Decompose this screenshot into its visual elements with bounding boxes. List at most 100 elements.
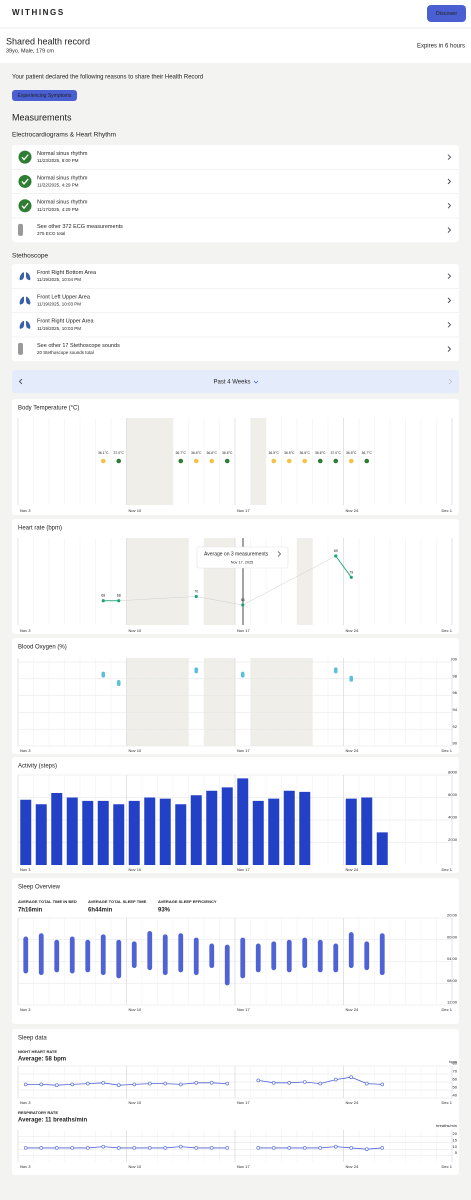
heart-rate-link [335, 555, 352, 578]
x-tick-label: Nov 10 [129, 867, 142, 872]
period-caret[interactable] [253, 380, 259, 384]
x-tick-label: Nov 3 [20, 508, 31, 513]
temperature-point [193, 458, 199, 464]
tooltip [196, 546, 289, 569]
activity-bar [175, 804, 187, 865]
x-tick-label: Nov 3 [20, 1164, 31, 1169]
expiry: Expires in 6 hours [417, 44, 465, 50]
trend-point [23, 1146, 28, 1150]
trend-point [302, 1080, 307, 1084]
row-subtitle: 11/19/2025, 10:04 PM [37, 277, 81, 282]
chart-card [12, 757, 459, 873]
value-label: 36.6°C [315, 451, 326, 455]
sleep-bar [286, 939, 292, 973]
trend-line [25, 1082, 228, 1086]
stat-value: 6h44min [88, 908, 113, 914]
row-subtitle: 11/19/2025, 10:03 PM [37, 326, 81, 331]
sleep-bar [271, 941, 277, 971]
heart-rate-point [194, 594, 198, 599]
activity-bar [252, 800, 264, 865]
section-title: Electrocardiograms & Heart Rhythm [12, 132, 116, 139]
x-tick-label: Dec 1 [442, 1164, 453, 1169]
x-tick-label: Nov 24 [346, 1007, 359, 1012]
trend-point [318, 1146, 323, 1150]
x-tick-label: Nov 10 [129, 1007, 142, 1012]
list-row[interactable] [12, 169, 459, 193]
y-tick-label: 70 [453, 1069, 458, 1074]
oxygen-point [333, 667, 338, 674]
row-subtitle: 11/22/2025, 4:29 PM [37, 182, 79, 187]
oxygen-point [240, 671, 245, 678]
trend-point [23, 1082, 28, 1087]
sleep-bar [240, 937, 246, 979]
list-row[interactable] [12, 313, 459, 337]
header-bg [0, 0, 471, 63]
activity-bar [190, 795, 202, 865]
check-mark [21, 154, 29, 161]
value-label: 36.5°C [346, 451, 357, 455]
list-row[interactable] [12, 218, 459, 242]
sleep-bar [100, 934, 106, 976]
lung-icon [19, 272, 31, 281]
x-tick-label: Nov 24 [346, 508, 359, 513]
heart-rate-point [334, 554, 338, 558]
logo: WITHINGS [12, 8, 65, 17]
x-tick-label: Dec 1 [442, 508, 453, 513]
y-tick-label: 100 [450, 657, 457, 662]
y-tick-label: 08:00 [447, 978, 458, 983]
list-row[interactable] [12, 337, 459, 361]
activity-bar [237, 778, 249, 865]
value-label: 66 [241, 598, 245, 602]
heart-rate-link [242, 555, 336, 606]
row-title: See other 372 ECG measurements [37, 224, 123, 230]
prev-period[interactable] [18, 378, 23, 385]
stat-label: AVERAGE TOTAL SLEEP TIME [88, 899, 147, 904]
x-tick-label: Nov 3 [20, 1007, 31, 1012]
trend-point [194, 1081, 199, 1085]
sleep-bar [69, 936, 75, 974]
x-tick-label: Dec 1 [442, 1100, 453, 1105]
sleep-bar [255, 943, 261, 973]
lung-icon [19, 320, 31, 329]
row-subtitle: 375 ECG total [37, 231, 65, 236]
temperature-point [364, 458, 370, 464]
section-title: Stethoscope [12, 253, 49, 260]
trend-point [163, 1146, 168, 1150]
temperature-point [333, 458, 339, 464]
list-row[interactable] [12, 264, 459, 288]
list-row[interactable] [12, 288, 459, 312]
trend-point [364, 1147, 369, 1151]
x-tick-label: Nov 17 [237, 867, 250, 872]
panel-average: Average: 11 breaths/min [18, 1118, 87, 1124]
trend-point [116, 1146, 121, 1150]
list-row[interactable] [12, 145, 459, 169]
sleep-bar [302, 937, 308, 969]
x-tick-label: Nov 3 [20, 1100, 31, 1105]
unit-label: bpm [449, 1059, 457, 1064]
y-tick-label: 00:00 [447, 934, 458, 939]
chart-card [12, 399, 459, 515]
x-tick-label: Nov 3 [20, 867, 31, 872]
discover-button[interactable] [427, 5, 466, 22]
oxygen-point [101, 671, 106, 678]
trend-point [225, 1146, 230, 1150]
x-tick-label: Nov 10 [129, 748, 142, 753]
chart-title: Activity (steps) [18, 764, 57, 770]
trend-point [147, 1081, 152, 1086]
x-tick-label: Dec 1 [442, 1007, 453, 1012]
trend-point [287, 1146, 292, 1150]
reason-tag-label: Experiencing Symptoms [18, 93, 72, 99]
shaded-period [250, 418, 266, 505]
temperature-point [271, 458, 277, 464]
list-row[interactable] [12, 194, 459, 218]
x-tick-label: Nov 24 [346, 748, 359, 753]
trend-point [349, 1075, 354, 1079]
next-period[interactable] [448, 378, 453, 385]
trend-point [132, 1146, 137, 1150]
value-label: 36.5°C [284, 451, 295, 455]
chart-card [12, 1029, 459, 1175]
trend-point [380, 1146, 385, 1150]
temperature-point [224, 458, 230, 464]
value-label: 36.6°C [300, 451, 311, 455]
